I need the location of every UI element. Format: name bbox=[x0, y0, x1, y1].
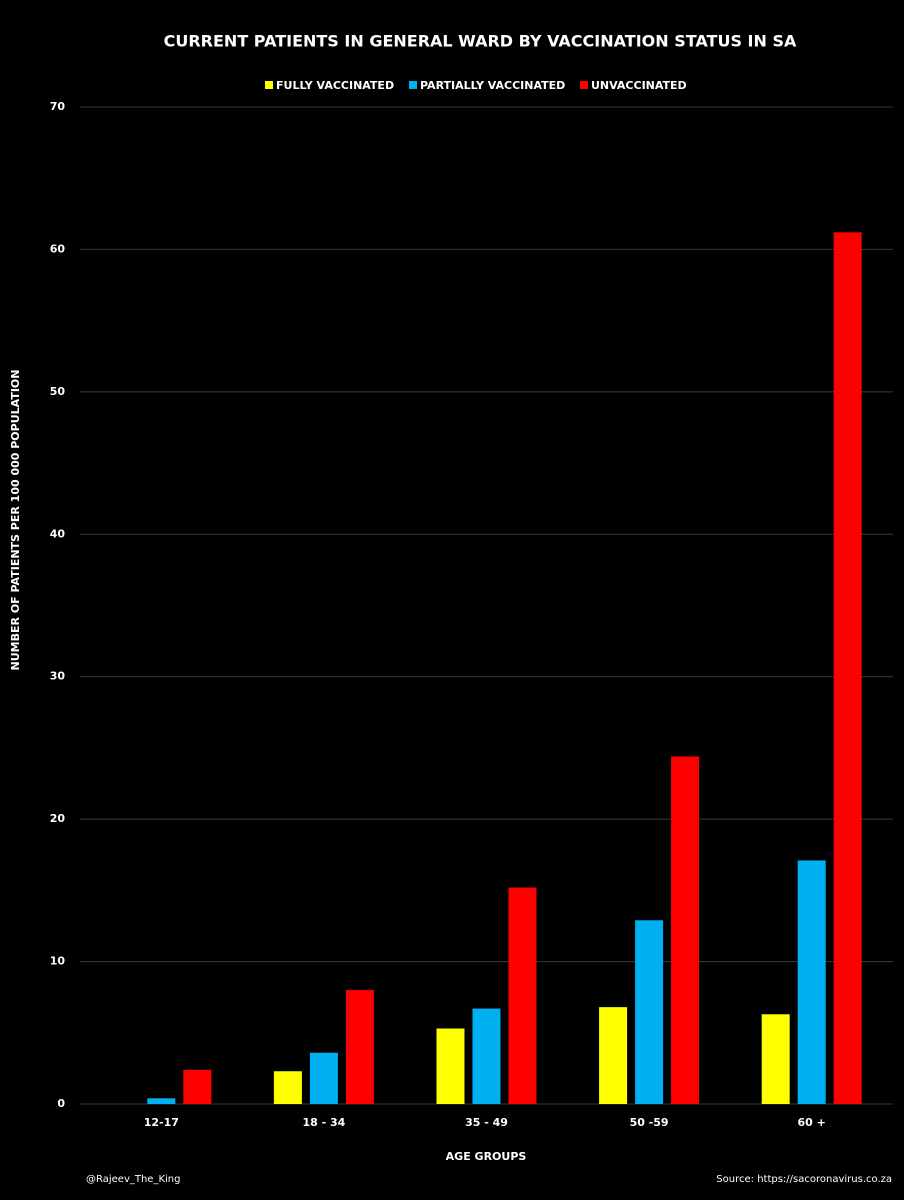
legend-swatch bbox=[580, 81, 588, 89]
legend-label: UNVACCINATED bbox=[591, 79, 687, 92]
y-tick-label: 60 bbox=[50, 242, 66, 255]
bar bbox=[761, 1014, 790, 1104]
y-tick-label: 40 bbox=[50, 527, 66, 540]
legend-label: FULLY VACCINATED bbox=[276, 79, 394, 92]
y-tick-label: 30 bbox=[50, 670, 66, 683]
bar bbox=[797, 860, 826, 1104]
bar bbox=[147, 1098, 176, 1104]
bar bbox=[183, 1069, 212, 1104]
legend-swatch bbox=[265, 81, 273, 89]
y-tick-label: 10 bbox=[50, 955, 66, 968]
x-tick-label: 18 - 34 bbox=[302, 1116, 345, 1129]
bar bbox=[309, 1052, 338, 1104]
x-axis-title: AGE GROUPS bbox=[446, 1150, 527, 1163]
y-axis-title: NUMBER OF PATIENTS PER 100 000 POPULATIO… bbox=[9, 370, 22, 671]
bar bbox=[833, 232, 862, 1104]
legend-swatch bbox=[409, 81, 417, 89]
credit: @Rajeev_The_King bbox=[86, 1174, 180, 1185]
x-tick-label: 50 -59 bbox=[630, 1116, 669, 1129]
bar bbox=[599, 1007, 628, 1104]
source: Source: https://sacoronavirus.co.za bbox=[716, 1174, 892, 1185]
bar bbox=[508, 887, 537, 1104]
bar bbox=[273, 1071, 302, 1104]
y-tick-label: 70 bbox=[50, 100, 66, 113]
y-tick-label: 50 bbox=[50, 385, 66, 398]
y-tick-label: 20 bbox=[50, 812, 66, 825]
bar bbox=[436, 1028, 465, 1104]
x-tick-label: 35 - 49 bbox=[465, 1116, 508, 1129]
y-tick-label: 0 bbox=[57, 1097, 65, 1110]
chart-title: CURRENT PATIENTS IN GENERAL WARD BY VACC… bbox=[164, 32, 797, 51]
x-tick-label: 60 + bbox=[798, 1116, 826, 1129]
legend-label: PARTIALLY VACCINATED bbox=[420, 79, 565, 92]
bar bbox=[472, 1008, 501, 1104]
bar bbox=[671, 756, 700, 1104]
bar bbox=[345, 990, 374, 1104]
x-tick-label: 12-17 bbox=[144, 1116, 179, 1129]
bar bbox=[635, 920, 664, 1104]
